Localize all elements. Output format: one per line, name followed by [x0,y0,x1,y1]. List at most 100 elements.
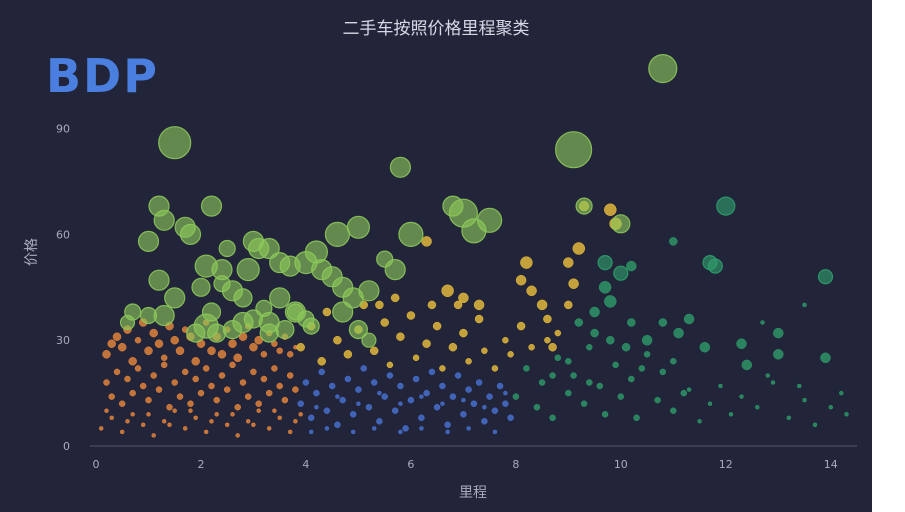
point-4-62 [284,301,306,323]
point-0-92 [287,429,293,435]
x-tick-label: 2 [197,458,204,471]
point-0-44 [139,382,147,390]
point-4-38 [302,317,320,335]
point-0-72 [286,372,294,379]
point-2-43 [473,299,485,311]
point-0-40 [118,400,126,407]
point-2-39 [604,203,617,216]
point-0-91 [277,415,282,421]
point-3-50 [641,334,653,346]
point-3-24 [728,412,734,417]
point-3-59 [673,327,684,339]
point-2-12 [406,311,416,320]
point-4-41 [186,323,206,343]
point-3-33 [844,412,849,417]
point-0-68 [265,389,273,397]
point-1-38 [496,382,504,390]
point-3-49 [716,196,736,216]
point-0-17 [191,357,200,366]
point-0-75 [109,415,114,421]
point-0-25 [233,353,242,363]
point-3-28 [786,415,792,421]
point-4-12 [153,304,175,327]
point-1-47 [445,429,450,435]
point-4-6 [200,195,223,217]
point-0-59 [218,372,226,379]
point-2-24 [507,351,514,358]
point-2-17 [448,342,458,352]
point-3-1 [523,365,530,372]
point-2-26 [528,343,535,351]
point-2-44 [427,300,437,310]
point-4-32 [358,280,380,302]
point-0-13 [170,335,179,345]
point-4-20 [236,258,260,282]
point-3-5 [554,354,562,362]
point-1-26 [433,403,441,411]
point-4-19 [233,288,253,308]
point-1-45 [398,429,403,435]
point-1-37 [491,407,499,414]
point-0-84 [203,429,209,435]
point-0-103 [293,419,298,424]
point-2-11 [396,332,405,341]
point-3-56 [773,349,784,360]
point-2-42 [458,292,469,304]
point-1-32 [465,386,472,393]
point-4-0 [158,126,192,160]
point-1-14 [370,379,378,386]
point-2-25 [516,321,526,331]
point-3-46 [669,237,678,246]
point-0-73 [292,386,299,393]
point-3-29 [802,397,807,403]
point-4-42 [207,323,227,343]
point-3-13 [617,393,625,400]
point-2-28 [544,336,551,344]
point-0-1 [107,339,116,348]
point-0-49 [166,403,173,411]
point-3-27 [770,380,776,385]
point-3-19 [670,407,677,414]
point-0-29 [254,335,263,345]
point-0-42 [129,389,136,397]
point-1-5 [323,407,331,414]
point-3-54 [741,359,753,371]
point-1-42 [324,426,330,431]
point-3-45 [626,260,637,272]
x-tick-label: 12 [719,458,733,471]
point-4-34 [384,259,406,281]
point-0-38 [108,393,115,400]
point-1-7 [334,421,341,429]
point-1-23 [418,414,425,422]
point-0-89 [256,408,261,413]
point-2-10 [386,361,394,369]
point-2-21 [481,347,488,355]
point-1-19 [397,382,404,390]
point-0-71 [281,396,289,404]
point-3-64 [670,358,677,365]
point-0-78 [140,422,146,428]
point-0-88 [245,419,251,424]
point-3-14 [628,375,635,383]
point-0-41 [124,375,131,383]
point-3-43 [613,265,629,281]
point-0-85 [214,412,219,417]
point-4-59 [611,214,631,234]
point-2-36 [568,278,579,289]
point-3-17 [654,396,661,404]
point-2-22 [491,365,499,372]
point-4-15 [119,314,136,331]
point-2-29 [554,329,562,337]
x-tick-label: 4 [302,458,309,471]
point-3-61 [565,358,572,365]
point-0-53 [187,400,194,407]
point-2-4 [333,335,342,345]
point-2-49 [548,342,557,352]
point-0-80 [161,419,167,424]
point-2-13 [412,354,420,362]
point-3-11 [601,411,609,418]
point-0-101 [251,422,256,428]
point-3-9 [586,343,593,351]
point-0-45 [145,396,152,404]
point-0-64 [244,393,252,400]
